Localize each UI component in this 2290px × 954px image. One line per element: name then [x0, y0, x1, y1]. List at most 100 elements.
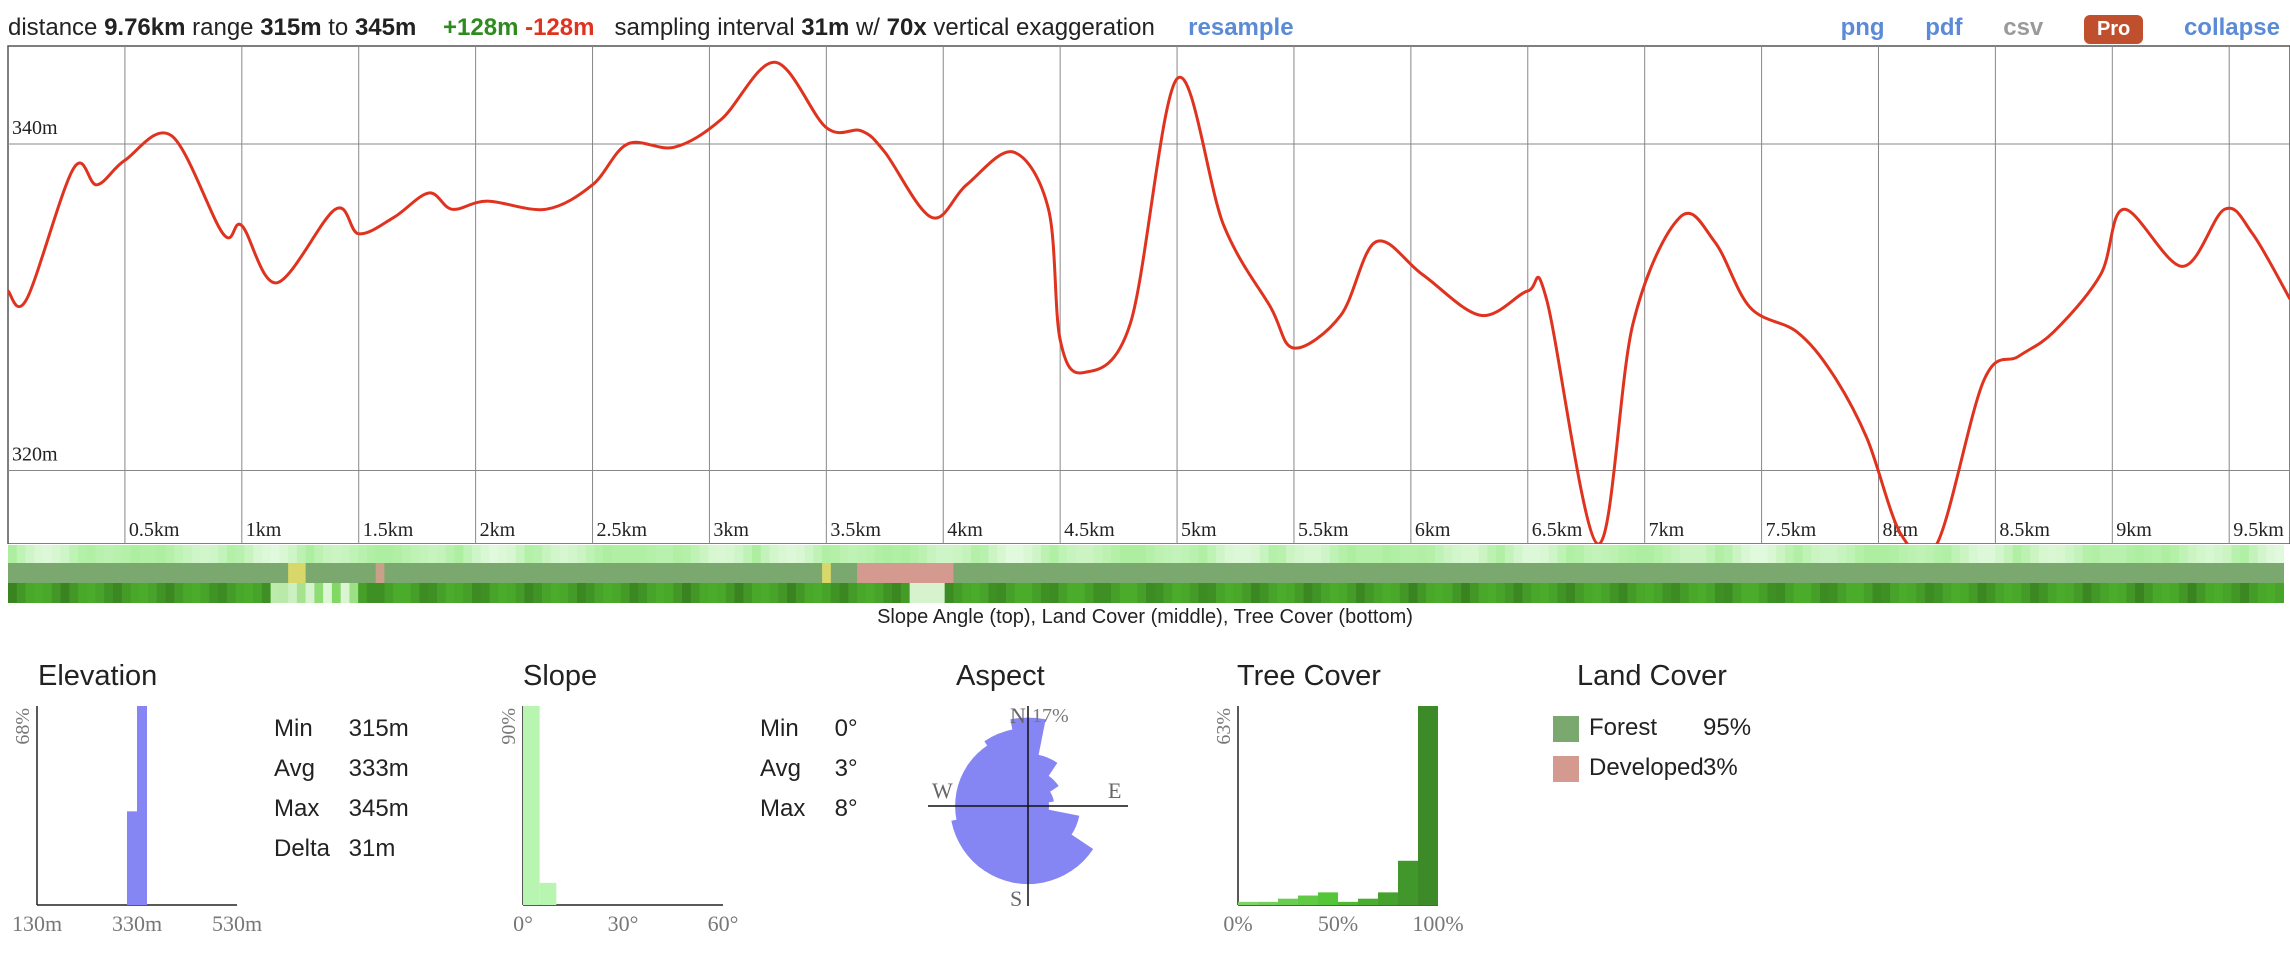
tree-cell	[690, 583, 701, 603]
land-cell	[2056, 563, 2066, 583]
aspect-petal	[1027, 754, 1058, 807]
slope-cell	[1189, 545, 1200, 563]
slope-cell	[839, 545, 849, 563]
csv-export-link[interactable]: csv	[2003, 14, 2044, 41]
tree-cell	[191, 583, 202, 603]
elevation-loss: -128m	[525, 14, 595, 41]
slope-cell	[638, 545, 648, 563]
slope-cell	[34, 545, 44, 563]
slope-cell	[1049, 545, 1060, 563]
png-export-link[interactable]: png	[1840, 14, 1885, 41]
slope-cell	[1811, 545, 1821, 563]
land-cell	[78, 563, 88, 583]
aspect-petal	[1027, 791, 1054, 807]
range-label: range	[192, 14, 254, 41]
land-cell	[1496, 563, 1506, 583]
slope-cell	[1601, 545, 1611, 563]
tree-cell	[2135, 583, 2145, 603]
land-cell	[1785, 563, 1795, 583]
tree-cell	[401, 583, 412, 603]
tree-cell	[1426, 583, 1436, 603]
tree-cell	[1487, 583, 1497, 603]
slope-cell	[1233, 545, 1243, 563]
land-cell	[104, 563, 114, 583]
land-cell	[1916, 563, 1926, 583]
tree-cell	[2065, 583, 2075, 603]
land-cell	[261, 563, 272, 583]
tree-cell	[1688, 583, 1699, 603]
tree-cell	[480, 583, 491, 603]
land-cell	[1627, 563, 1637, 583]
land-cell	[1741, 563, 1751, 583]
slope-cell	[979, 545, 990, 563]
pro-badge[interactable]: Pro	[2083, 15, 2144, 44]
collapse-link[interactable]: collapse	[2183, 14, 2280, 41]
tree-cell	[1443, 583, 1453, 603]
land-cell	[410, 563, 421, 583]
land-cover-developed: Developed3%	[1553, 754, 1738, 782]
tree-cell	[349, 583, 359, 603]
slope-cell	[51, 545, 62, 563]
land-cell	[218, 563, 228, 583]
y-max-label: 68%	[12, 708, 34, 745]
tree-cell	[1855, 583, 1865, 603]
x-tick-label: 330m	[112, 911, 162, 936]
slope-cell	[2126, 545, 2136, 563]
y-max-label: 63%	[1213, 708, 1235, 745]
land-cell	[647, 563, 657, 583]
slope-cell	[1916, 545, 1926, 563]
land-cell	[2205, 563, 2215, 583]
land-cell	[822, 563, 832, 583]
land-cell	[288, 563, 298, 583]
land-cell	[988, 563, 998, 583]
land-cell	[296, 563, 307, 583]
slope-cell	[909, 545, 919, 563]
tree-cell	[384, 583, 394, 603]
slope-cell	[1995, 545, 2005, 563]
slope-cell	[428, 545, 438, 563]
histogram-bar	[1278, 898, 1298, 905]
tree-cell	[34, 583, 44, 603]
land-cell	[1539, 563, 1550, 583]
x-tick-label: 2km	[480, 519, 516, 541]
slope-cell	[1426, 545, 1436, 563]
pdf-export-link[interactable]: pdf	[1925, 14, 1963, 41]
land-cell	[2021, 563, 2031, 583]
tree-cell	[822, 583, 832, 603]
tree-cell	[1592, 583, 1602, 603]
tree-cell	[1907, 583, 1917, 603]
land-cell	[1119, 563, 1130, 583]
tree-cell	[1049, 583, 1060, 603]
tree-cell	[927, 583, 937, 603]
slope-cell	[2065, 545, 2075, 563]
slope-cell	[2073, 545, 2084, 563]
slope-cell	[2108, 545, 2119, 563]
slope-cell	[533, 545, 543, 563]
resample-link[interactable]: resample	[1188, 14, 1294, 41]
tree-cell	[962, 583, 972, 603]
slope-cell	[1636, 545, 1646, 563]
tree-cell	[2100, 583, 2110, 603]
slope-cell	[314, 545, 324, 563]
slope-cell	[1837, 545, 1847, 563]
tree-cell	[988, 583, 998, 603]
elev-max-label: Max	[274, 795, 320, 822]
land-cell	[1977, 563, 1987, 583]
tree-cell	[655, 583, 666, 603]
land-cell	[1951, 563, 1961, 583]
slope-cell	[2248, 545, 2259, 563]
land-cell	[1067, 563, 1077, 583]
land-cell	[1933, 563, 1944, 583]
slope-cell	[226, 545, 237, 563]
tree-cell	[1601, 583, 1611, 603]
slope-cell	[725, 545, 736, 563]
slope-cell	[760, 545, 771, 563]
land-cell	[620, 563, 631, 583]
slope-cell	[1592, 545, 1602, 563]
slope-cell	[86, 545, 97, 563]
slope-cell	[778, 545, 788, 563]
slope-cell	[218, 545, 228, 563]
tree-cell	[2178, 583, 2189, 603]
tree-cell	[1478, 583, 1488, 603]
tree-cell	[1531, 583, 1541, 603]
